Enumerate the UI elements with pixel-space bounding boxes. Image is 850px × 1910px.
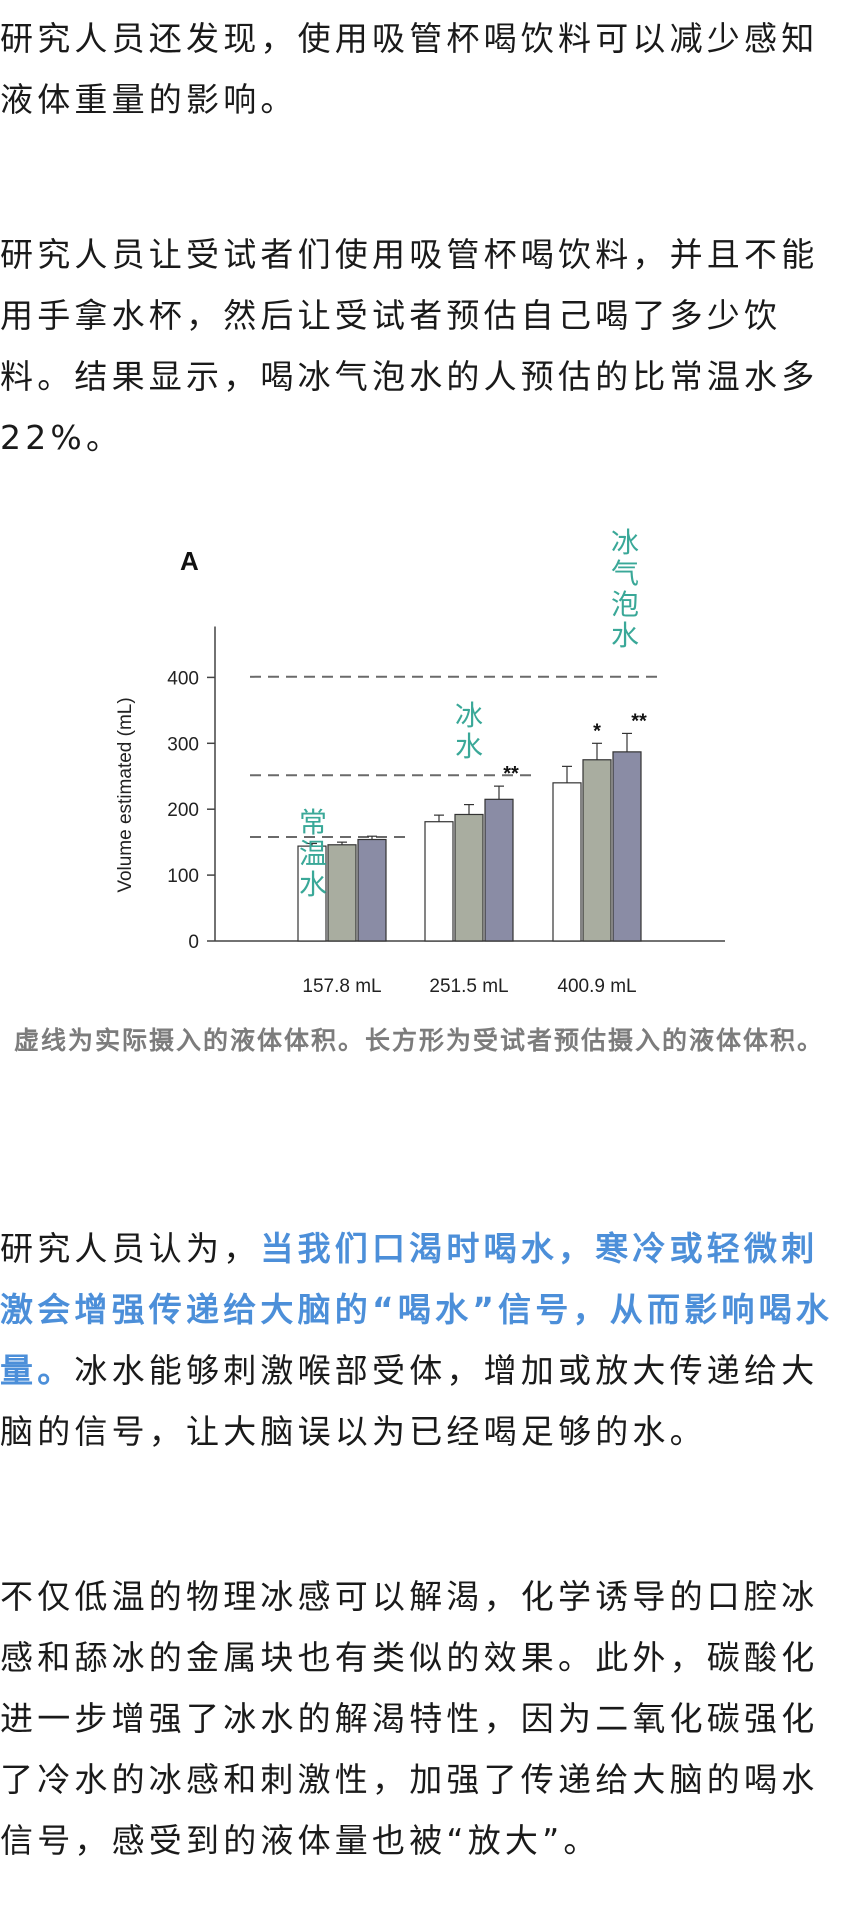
- y-tick-label-1: 100: [167, 866, 199, 887]
- paragraph-4: 不仅低温的物理冰感可以解渴，化学诱导的口腔冰感和舔冰的金属块也有类似的效果。此外…: [0, 1577, 819, 1860]
- bar-series2-cat0: [357, 838, 387, 942]
- y-axis-label: Volume estimated (mL): [115, 697, 136, 892]
- paragraph-3-prefix: 研究人员认为，: [0, 1229, 261, 1268]
- annotation-char: 冰: [611, 526, 639, 559]
- significance-mark-0: **: [503, 763, 519, 785]
- bar-series1-cat0: [327, 844, 357, 942]
- paragraph-1: 研究人员还发现，使用吸管杯喝饮料可以减少感知液体重量的影响。: [0, 19, 819, 119]
- bar-series0-cat2: [552, 782, 582, 942]
- bar-series2-cat2: [612, 751, 642, 942]
- x-category-label-0: 157.8 mL: [302, 976, 381, 997]
- bar-series1-cat1: [454, 813, 484, 942]
- paragraph-2: 研究人员让受试者们使用吸管杯喝饮料，并且不能用手拿水杯，然后让受试者预估自己喝了…: [0, 235, 819, 457]
- annotation-label-1: 冰水: [455, 699, 483, 763]
- y-tick-label-3: 300: [167, 734, 199, 755]
- annotation-label-0: 常温水: [299, 806, 327, 901]
- y-tick-label-0: 0: [188, 932, 199, 953]
- bar-series0-cat1: [424, 821, 454, 942]
- paragraph-3-highlight: 当我们口渴时喝水，寒冷或轻微刺激会增强传递给大脑的“喝水”信号，从而影响喝水量。: [0, 1229, 833, 1390]
- annotation-char: 水: [299, 868, 327, 901]
- annotation-char: 冰: [455, 699, 483, 732]
- panel-label: A: [180, 546, 199, 576]
- annotation-char: 常: [299, 806, 327, 839]
- bar-series1-cat2: [582, 759, 612, 942]
- paragraph-3-suffix: 冰水能够刺激喉部受体，增加或放大传递给大脑的信号，让大脑误以为已经喝足够的水。: [0, 1351, 819, 1451]
- paragraph-3: 研究人员认为，当我们口渴时喝水，寒冷或轻微刺激会增强传递给大脑的“喝水”信号，从…: [0, 1218, 850, 1462]
- annotation-label-2: 冰气泡水: [611, 526, 639, 652]
- significance-mark-1: *: [593, 720, 601, 742]
- annotation-char: 水: [455, 730, 483, 763]
- figure-caption: 虚线为实际摄入的液体体积。长方形为受试者预估摄入的液体体积。: [14, 1026, 825, 1055]
- x-category-label-1: 251.5 mL: [429, 976, 508, 997]
- annotation-char: 温: [299, 837, 327, 870]
- bar-series2-cat1: [484, 798, 514, 942]
- volume-estimated-chart: 0 100 200 300 400 Volume estimated (mL) A 157.8…: [115, 526, 725, 997]
- annotation-char: 气: [611, 557, 639, 590]
- y-tick-label-4: 400: [167, 668, 199, 689]
- significance-mark-2: **: [631, 710, 647, 732]
- annotation-char: 水: [611, 619, 639, 652]
- annotation-char: 泡: [611, 588, 639, 621]
- y-tick-label-2: 200: [167, 800, 199, 821]
- x-category-label-2: 400.9 mL: [557, 976, 636, 997]
